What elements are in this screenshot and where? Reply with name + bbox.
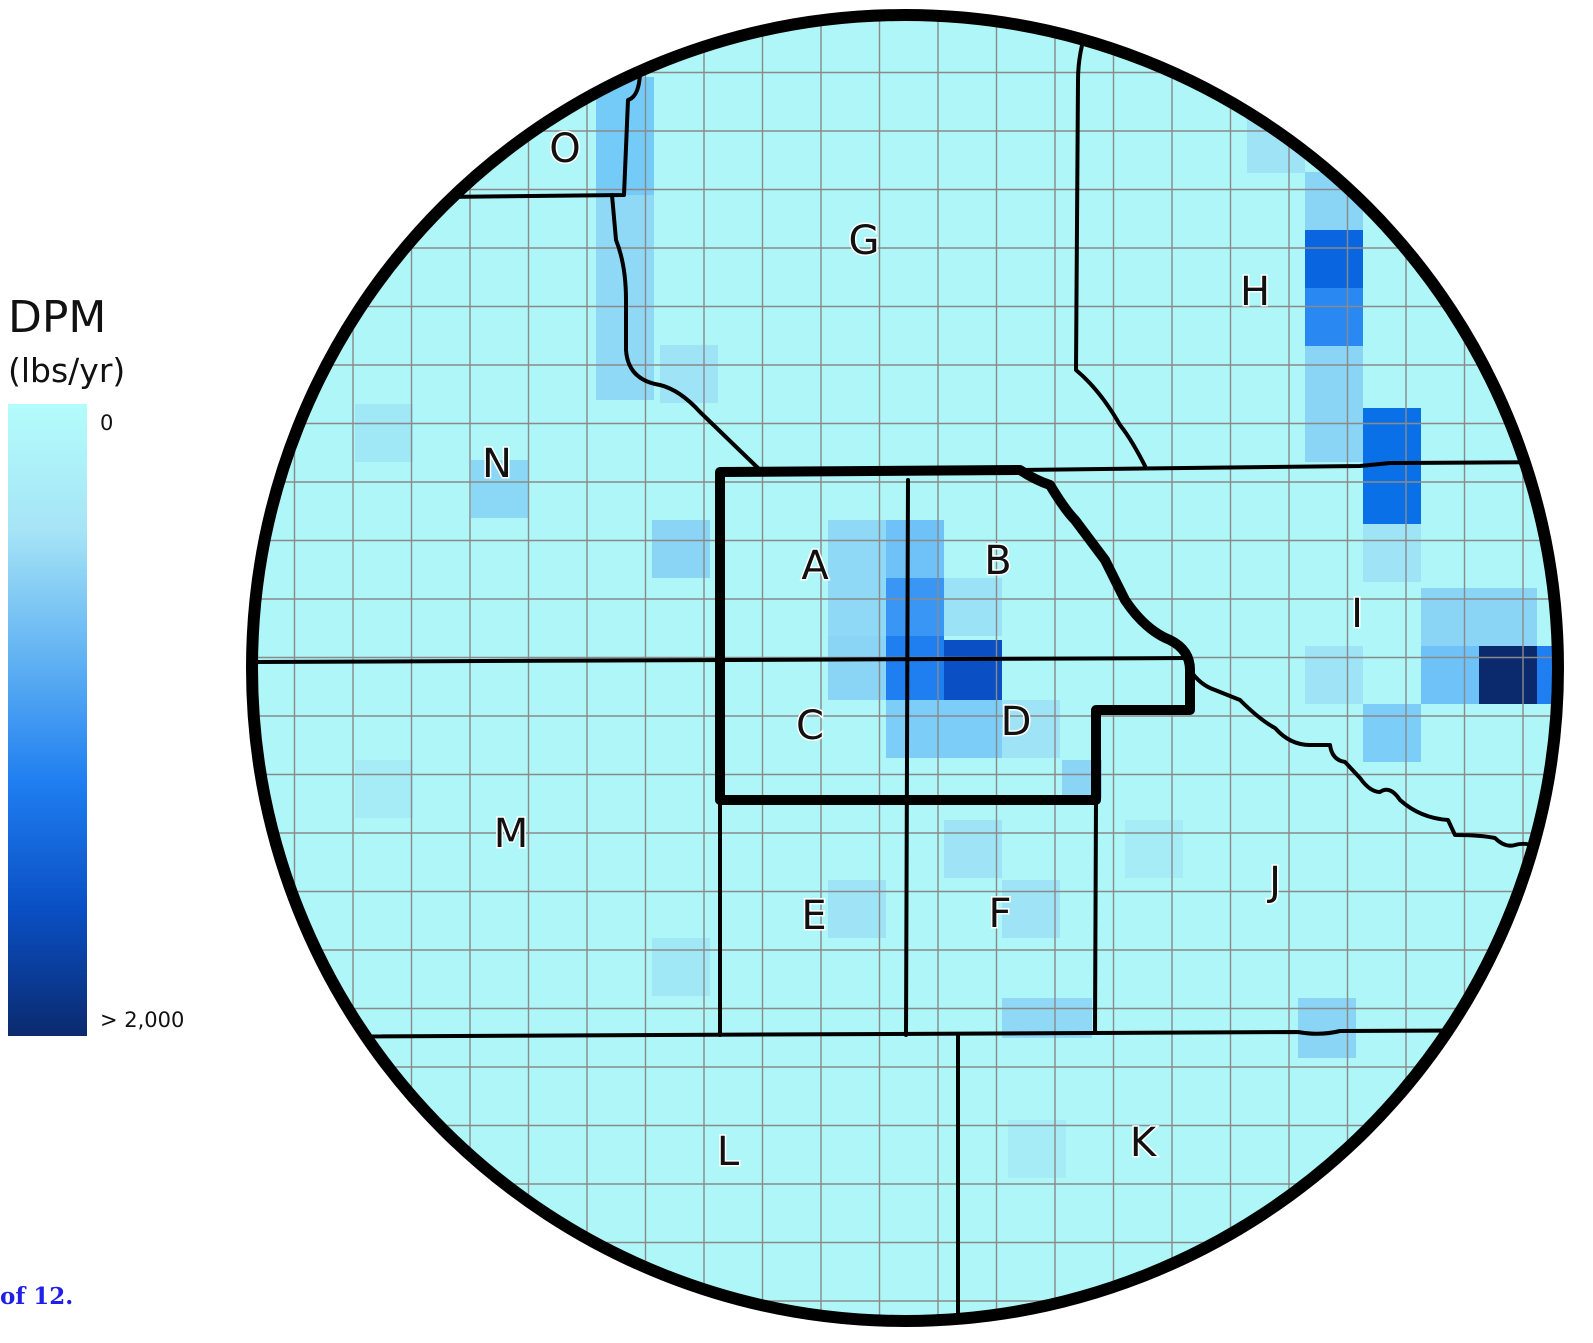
zone-label-h: H — [1240, 269, 1270, 315]
cell-k-1 — [1008, 1120, 1066, 1178]
boundary-g-h — [1074, 18, 1148, 470]
cell-j-2 — [1125, 820, 1183, 878]
cell-m-2 — [355, 760, 413, 818]
zone-label-g: G — [849, 218, 880, 264]
zone-boundaries — [252, 18, 1558, 1321]
cell-n-3 — [355, 404, 413, 462]
zone-label-b: B — [984, 538, 1011, 584]
cell-i-9 — [1363, 704, 1421, 762]
boundary-g-n — [610, 193, 762, 472]
zone-labels: A B C D E F G H I J K L M N O — [481, 125, 1365, 1177]
cell-m-1 — [652, 938, 710, 996]
zone-label-m: M — [494, 811, 529, 857]
cell-a-2 — [886, 520, 944, 578]
cell-i-2 — [1363, 466, 1421, 524]
cell-h-3 — [1305, 288, 1363, 346]
legend-color-ramp — [8, 404, 87, 1036]
cell-d-2 — [944, 700, 1002, 758]
cell-i-6 — [1421, 646, 1479, 704]
cell-b-1 — [944, 578, 1002, 636]
boundary-i-j-river — [1188, 668, 1558, 858]
boundary-vertical-f-j — [1093, 798, 1098, 1035]
cell-d-3 — [1002, 700, 1060, 758]
boundary-a-d-main — [715, 465, 1195, 805]
cell-f-2 — [1002, 880, 1060, 938]
cell-c-1 — [886, 636, 944, 700]
map-border-circle — [246, 9, 1564, 1327]
cell-i-3 — [1363, 524, 1421, 582]
zone-label-n: N — [482, 441, 512, 487]
cell-n-2 — [652, 520, 710, 578]
cell-h-5 — [1305, 404, 1363, 462]
legend-units: (lbs/yr) — [8, 351, 126, 390]
legend-max-label: > 2,000 — [100, 1008, 185, 1032]
cell-f-1 — [944, 820, 1002, 878]
cell-a-4 — [886, 578, 944, 636]
cell-h-4 — [1305, 346, 1363, 404]
zone-label-d: D — [1001, 699, 1032, 745]
zone-label-o: O — [549, 126, 580, 172]
cell-n-1 — [471, 460, 529, 518]
cell-i-10 — [1305, 646, 1363, 704]
boundary-vertical-e-f — [904, 478, 910, 1037]
emission-cells — [355, 77, 1558, 1178]
zone-label-c: C — [796, 703, 824, 749]
zone-label-k: K — [1130, 1120, 1158, 1166]
cell-n-4 — [660, 345, 718, 403]
cell-c-3 — [886, 700, 944, 758]
legend-min-label: 0 — [100, 411, 114, 435]
cell-i-1 — [1363, 408, 1421, 466]
cell-i-7 — [1479, 646, 1537, 704]
boundary-horizontal-upper — [1018, 460, 1558, 472]
cell-i-5 — [1479, 588, 1537, 646]
zone-label-j: J — [1266, 859, 1281, 905]
boundary-horizontal-lower — [252, 1028, 1558, 1039]
cell-c-2 — [828, 636, 886, 700]
cell-a-3 — [828, 578, 886, 636]
zone-label-l: L — [717, 1129, 740, 1175]
cell-h-2 — [1305, 230, 1363, 288]
page-count-fragment: of 12. — [0, 1283, 74, 1310]
cell-d-1 — [944, 640, 1002, 700]
zone-label-i: I — [1351, 591, 1363, 637]
cell-e-1 — [828, 880, 886, 938]
legend-title: DPM — [8, 292, 107, 343]
zone-label-f: F — [988, 891, 1011, 937]
cell-i-4 — [1421, 588, 1479, 646]
zone-label-a: A — [801, 543, 829, 589]
zone-label-e: E — [801, 893, 826, 939]
cell-a-1 — [828, 520, 886, 578]
